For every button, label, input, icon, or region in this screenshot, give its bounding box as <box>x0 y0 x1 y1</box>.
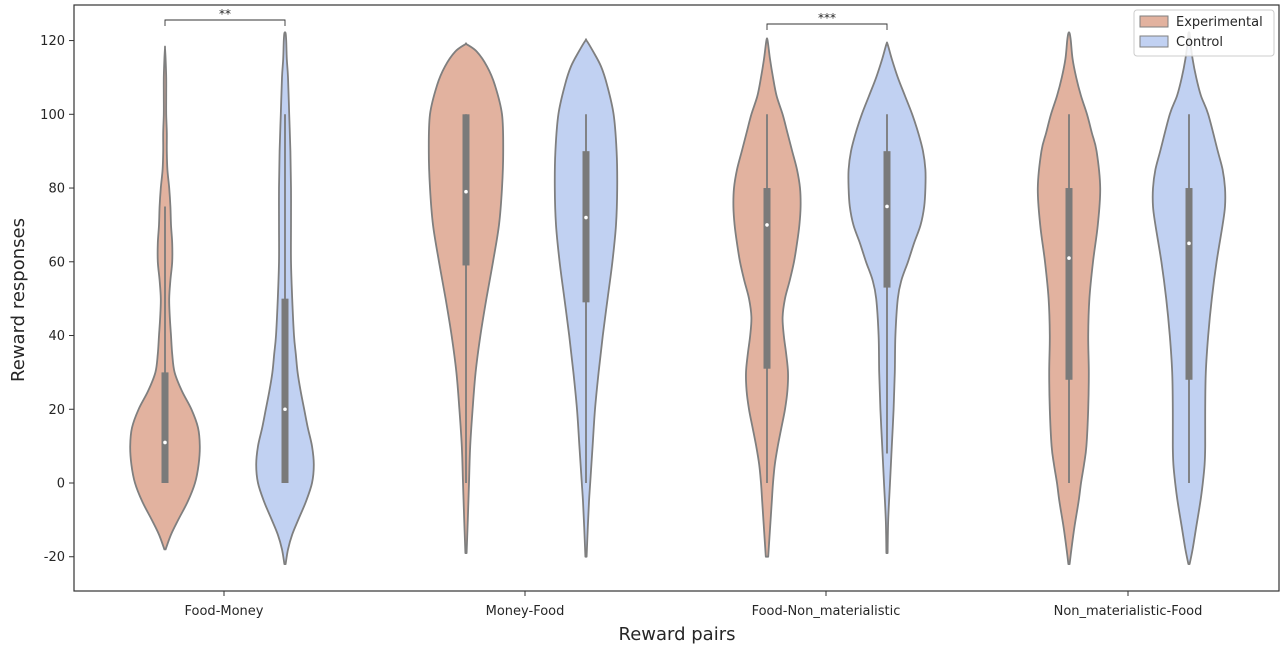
x-tick-label: Money-Food <box>486 604 565 619</box>
x-tick-label: Food-Non_materialistic <box>752 604 901 619</box>
median-point <box>283 407 287 412</box>
x-tick-label: Non_materialistic-Food <box>1054 604 1203 619</box>
legend-label-control: Control <box>1176 35 1223 50</box>
significance-label: ** <box>219 7 231 21</box>
y-tick-label: 100 <box>40 108 65 123</box>
boxes-layer <box>161 114 1193 483</box>
x-axis-ticks: Food-Money Money-Food Food-Non_materialist… <box>185 591 1203 619</box>
legend: Experimental Control <box>1133 9 1275 57</box>
x-tick-label: Food-Money <box>185 604 264 619</box>
iqr-box <box>1185 188 1193 380</box>
y-axis-ticks: -20 0 20 40 60 80 100 120 <box>40 34 74 565</box>
significance-bracket <box>766 23 888 30</box>
significance-bracket <box>164 19 286 26</box>
iqr-box <box>582 151 590 303</box>
y-tick-label: 0 <box>57 477 65 492</box>
median-point <box>584 215 588 220</box>
y-tick-label: 80 <box>48 182 65 197</box>
y-tick-label: 40 <box>48 329 65 344</box>
plot-frame <box>73 4 1280 592</box>
median-point <box>1067 256 1071 260</box>
y-axis-title: Reward responses <box>8 218 29 382</box>
legend-label-experimental: Experimental <box>1176 15 1263 30</box>
iqr-box <box>1065 188 1073 380</box>
median-point <box>885 204 889 209</box>
iqr-box <box>763 188 771 369</box>
legend-swatch-experimental <box>1139 15 1169 28</box>
y-tick-label: 120 <box>40 34 65 49</box>
significance-label: *** <box>818 11 836 25</box>
iqr-box <box>161 372 169 483</box>
y-tick-label: 60 <box>48 255 65 270</box>
y-tick-label: 20 <box>48 403 65 418</box>
median-point <box>464 189 468 194</box>
iqr-box <box>462 114 470 266</box>
median-point <box>1187 241 1191 246</box>
iqr-box <box>281 298 289 483</box>
median-point <box>765 223 769 227</box>
legend-box <box>1133 9 1275 57</box>
y-tick-label: -20 <box>44 550 65 565</box>
x-axis-title: Reward pairs <box>619 624 736 645</box>
violins-layer <box>129 31 1227 565</box>
iqr-box <box>883 151 891 288</box>
median-point <box>163 440 167 445</box>
legend-swatch-control <box>1139 35 1169 48</box>
significance-annotations: ** *** <box>164 7 888 30</box>
